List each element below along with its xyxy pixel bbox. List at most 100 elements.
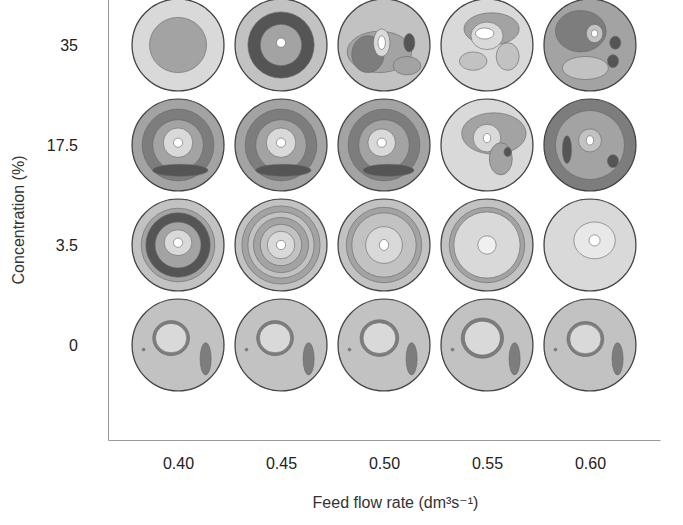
tomogram	[441, 99, 533, 191]
contour-region	[132, 0, 224, 91]
x-tick: 0.55	[472, 440, 503, 472]
tomogram-image	[338, 199, 430, 291]
contour-region	[586, 136, 593, 145]
contour-region	[574, 222, 615, 259]
tomogram-outline	[132, 0, 224, 91]
tomogram-image	[235, 299, 327, 391]
contour-region	[591, 30, 597, 37]
tomogram-outline	[338, 199, 430, 291]
contour-region	[242, 206, 320, 284]
contour-region	[570, 324, 601, 353]
chart: 0.400.450.500.550.6003.517.535Feed flow …	[0, 0, 683, 525]
tomogram-outline	[235, 0, 327, 91]
contour-region	[267, 231, 295, 259]
contour-region	[163, 128, 192, 157]
x-tick: 0.50	[369, 440, 400, 472]
tomogram-outline	[132, 99, 224, 191]
contour-region	[504, 147, 511, 156]
contour-region	[256, 164, 311, 176]
y-tick-label: 3.5	[56, 237, 78, 254]
y-tick-label: 0	[69, 337, 78, 354]
contour-region	[150, 17, 207, 72]
contour-region	[496, 43, 519, 71]
tomogram-outline	[235, 299, 327, 391]
tomogram-outline	[544, 0, 636, 91]
contour-region	[338, 0, 430, 91]
contour-region	[360, 320, 399, 357]
contour-region	[554, 348, 557, 351]
contour-region	[555, 111, 624, 180]
tomogram-image	[338, 99, 430, 191]
contour-region	[461, 318, 503, 358]
contour-region	[235, 199, 327, 291]
tomogram-image	[132, 199, 224, 291]
contour-region	[276, 138, 285, 147]
contour-region	[235, 0, 327, 91]
tomogram-outline	[235, 99, 327, 191]
contour-region	[173, 138, 182, 147]
contour-region	[245, 109, 317, 181]
contour-region	[142, 348, 145, 351]
contour-region	[368, 129, 396, 157]
contour-region	[363, 323, 396, 354]
contour-region	[363, 164, 414, 176]
contour-region	[441, 99, 533, 191]
x-tick-label: 0.60	[575, 455, 606, 472]
contour-region	[586, 24, 603, 42]
tomogram	[235, 299, 327, 391]
contour-region	[489, 143, 512, 175]
contour-region	[200, 343, 211, 375]
contour-region	[366, 227, 403, 264]
tomogram	[132, 199, 224, 291]
contour-region	[259, 323, 290, 352]
tomogram	[338, 299, 430, 391]
x-tick: 0.40	[163, 440, 194, 472]
contour-region	[132, 299, 224, 391]
tomogram-outline	[441, 199, 533, 291]
tomogram-image	[235, 0, 327, 91]
plot-area	[132, 0, 636, 391]
tomogram-image	[338, 299, 430, 391]
contour-region	[441, 0, 533, 91]
tomogram	[544, 199, 636, 291]
contour-region	[245, 348, 248, 351]
contour-region	[509, 343, 520, 375]
tomogram-image	[441, 299, 533, 391]
contour-region	[248, 212, 314, 278]
tomogram-outline	[338, 0, 430, 91]
tomogram-image	[132, 299, 224, 391]
contour-region	[562, 136, 571, 164]
contour-region	[544, 0, 636, 91]
tomogram	[132, 299, 224, 391]
tomogram-image	[338, 0, 430, 91]
contour-region	[338, 199, 430, 291]
contour-region	[153, 321, 190, 356]
y-tick: 35	[60, 37, 108, 54]
tomogram-image	[544, 0, 636, 91]
contour-region	[406, 343, 417, 375]
tomogram-outline	[441, 299, 533, 391]
contour-region	[348, 109, 420, 181]
tomogram-image	[441, 199, 533, 291]
tomogram-image	[544, 99, 636, 191]
contour-region	[257, 321, 294, 356]
contour-region	[475, 28, 493, 39]
y-tick: 0	[69, 337, 108, 354]
contour-region	[404, 34, 415, 52]
contour-region	[378, 36, 385, 50]
x-tick-label: 0.55	[472, 455, 503, 472]
contour-region	[256, 120, 307, 171]
contour-region	[352, 213, 416, 277]
tomogram	[338, 99, 430, 191]
tomogram-image	[544, 199, 636, 291]
x-tick: 0.60	[575, 440, 606, 472]
tomogram	[441, 199, 533, 291]
contour-region	[276, 240, 285, 249]
y-tick: 17.5	[47, 137, 108, 154]
contour-region	[441, 199, 533, 291]
contour-region	[260, 24, 301, 65]
contour-region	[612, 343, 623, 375]
tomogram	[544, 0, 636, 91]
tomogram	[132, 0, 224, 91]
contour-region	[359, 120, 410, 171]
